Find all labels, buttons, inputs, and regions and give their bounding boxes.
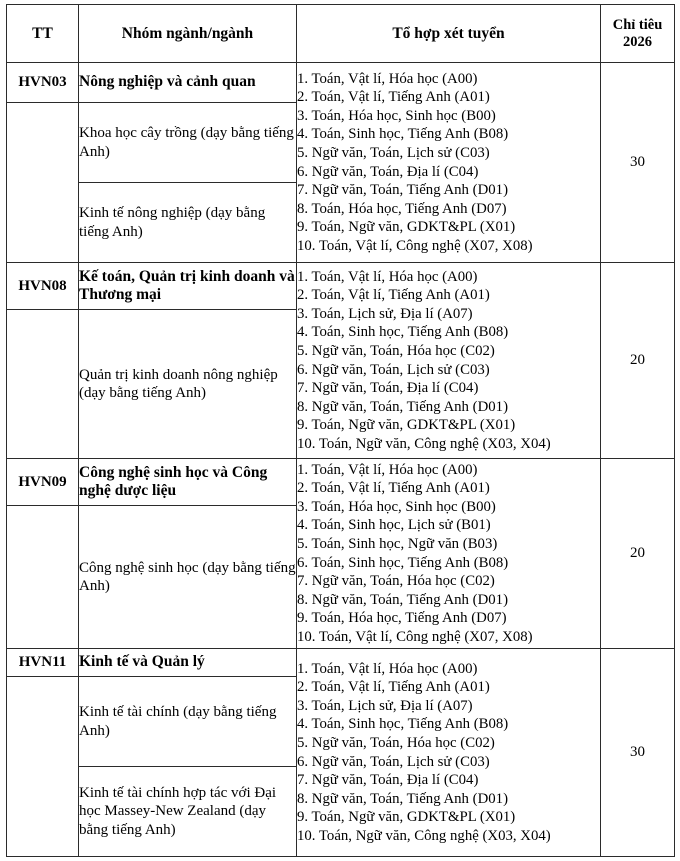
program-group-row: HVN09 Công nghệ sinh học và Công nghệ dượ… [6,458,675,649]
combination-item: 10. Toán, Vật lí, Công nghệ (X07, X08) [297,628,533,645]
program-code-cell: HVN08 [6,262,79,310]
major-name-cell: Công nghệ sinh học (dạy bằng tiếng Anh) [78,505,297,649]
major-name-cell: Khoa học cây trồng (dạy bằng tiếng Anh) [78,102,297,183]
combination-list: 1. Toán, Vật lí, Hóa học (A00) 2. Toán, V… [297,268,600,454]
combination-list-cell: 1. Toán, Vật lí, Hóa học (A00) 2. Toán, V… [296,62,601,263]
major-row: Kinh tế tài chính (dạy bằng tiếng Anh) [6,676,675,857]
combination-item: 4. Toán, Sinh học, Tiếng Anh (B08) [297,126,509,143]
combination-item: 10. Toán, Ngữ văn, Công nghệ (X03, X04) [297,827,551,844]
combination-list: 1. Toán, Vật lí, Hóa học (A00) 2. Toán, V… [297,660,600,846]
combination-item: 3. Toán, Lịch sử, Địa lí (A07) [297,305,473,322]
combination-list: 1. Toán, Vật lí, Hóa học (A00) 2. Toán, V… [297,461,600,647]
combination-item: 3. Toán, Hóa học, Sinh học (B00) [297,107,496,124]
major-name-cell: Quản trị kinh doanh nông nghiệp (dạy bằn… [78,309,297,459]
program-group-name-cell: Kinh tế và Quản lý [78,648,297,677]
program-group-row: HVN11 Kinh tế và Quản lý 1. Toán, Vật lí, … [6,648,675,857]
combination-item: 10. Toán, Vật lí, Công nghệ (X07, X08) [297,237,533,254]
combination-item: 1. Toán, Vật lí, Hóa học (A00) [297,660,478,677]
quota-cell: 30 [600,62,675,263]
combination-item: 5. Ngữ văn, Toán, Hóa học (C02) [297,734,495,751]
combination-list: 1. Toán, Vật lí, Hóa học (A00) 2. Toán, V… [297,70,600,256]
combination-item: 5. Ngữ văn, Toán, Hóa học (C02) [297,342,495,359]
program-group-name-cell: Kế toán, Quản trị kinh doanh và Thương m… [78,262,297,310]
column-header-combination: Tổ hợp xét tuyển [296,4,601,63]
table-body: HVN03 Nông nghiệp và cảnh quan 1. Toán, Vậ… [6,62,675,857]
combination-item: 7. Ngữ văn, Toán, Địa lí (C04) [297,772,479,789]
combination-item: 2. Toán, Vật lí, Tiếng Anh (A01) [297,89,490,106]
major-name-cell: Kinh tế nông nghiệp (dạy bằng tiếng Anh) [78,182,297,263]
combination-item: 4. Toán, Sinh học, Tiếng Anh (B08) [297,716,509,733]
combination-item: 1. Toán, Vật lí, Hóa học (A00) [297,70,478,87]
combination-list-cell: 1. Toán, Vật lí, Hóa học (A00) 2. Toán, V… [296,648,601,857]
combination-item: 6. Ngữ văn, Toán, Địa lí (C04) [297,163,479,180]
combination-item: 7. Ngữ văn, Toán, Hóa học (C02) [297,573,495,590]
column-header-major-group: Nhóm ngành/ngành [78,4,297,63]
combination-item: 2. Toán, Vật lí, Tiếng Anh (A01) [297,679,490,696]
program-code-spacer-cell [6,505,79,649]
combination-item: 10. Toán, Ngữ văn, Công nghệ (X03, X04) [297,435,551,452]
combination-item: 2. Toán, Vật lí, Tiếng Anh (A01) [297,480,490,497]
program-code-spacer-cell [6,676,79,857]
combination-item: 6. Ngữ văn, Toán, Lịch sử (C03) [297,753,490,770]
combination-item: 7. Ngữ văn, Toán, Địa lí (C04) [297,380,479,397]
quota-cell: 20 [600,458,675,649]
combination-item: 9. Toán, Ngữ văn, GDKT&PL (X01) [297,809,516,826]
combination-item: 6. Ngữ văn, Toán, Lịch sử (C03) [297,361,490,378]
program-group-name-cell: Công nghệ sinh học và Công nghệ dược liệ… [78,458,297,506]
program-group-row: HVN08 Kế toán, Quản trị kinh doanh và Thư… [6,262,675,459]
column-header-tt: TT [6,4,79,63]
combination-item: 4. Toán, Sinh học, Lịch sử (B01) [297,517,491,534]
header-row: TT Nhóm ngành/ngành Tổ hợp xét tuyển Chỉ… [6,4,675,63]
combination-item: 9. Toán, Ngữ văn, GDKT&PL (X01) [297,219,516,236]
column-header-quota: Chỉ tiêu 2026 [600,4,675,63]
combination-item: 6. Toán, Sinh học, Tiếng Anh (B08) [297,554,509,571]
table-header: TT Nhóm ngành/ngành Tổ hợp xét tuyển Chỉ… [6,4,675,63]
combination-item: 4. Toán, Sinh học, Tiếng Anh (B08) [297,324,509,341]
combination-item: 9. Toán, Ngữ văn, GDKT&PL (X01) [297,417,516,434]
combination-item: 8. Ngữ văn, Toán, Tiếng Anh (D01) [297,591,508,608]
combination-item: 7. Ngữ văn, Toán, Tiếng Anh (D01) [297,182,508,199]
major-name-cell: Kinh tế tài chính hợp tác với Đại học Ma… [78,766,297,857]
combination-item: 5. Toán, Sinh học, Ngữ văn (B03) [297,535,498,552]
combination-item: 3. Toán, Lịch sử, Địa lí (A07) [297,697,473,714]
program-group-row: HVN03 Nông nghiệp và cảnh quan 1. Toán, Vậ… [6,62,675,263]
admissions-table: TT Nhóm ngành/ngành Tổ hợp xét tuyển Chỉ… [6,4,675,857]
program-code-spacer-cell [6,102,79,263]
combination-item: 8. Ngữ văn, Toán, Tiếng Anh (D01) [297,398,508,415]
combination-item: 2. Toán, Vật lí, Tiếng Anh (A01) [297,287,490,304]
combination-item: 1. Toán, Vật lí, Hóa học (A00) [297,461,478,478]
program-group-name-cell: Nông nghiệp và cảnh quan [78,62,297,103]
major-row: Quản trị kinh doanh nông nghiệp (dạy bằn… [6,309,675,459]
program-code-cell: HVN09 [6,458,79,506]
quota-cell: 20 [600,262,675,459]
combination-list-cell: 1. Toán, Vật lí, Hóa học (A00) 2. Toán, V… [296,458,601,649]
combination-item: 1. Toán, Vật lí, Hóa học (A00) [297,268,478,285]
combination-item: 9. Toán, Hóa học, Tiếng Anh (D07) [297,610,507,627]
combination-list-cell: 1. Toán, Vật lí, Hóa học (A00) 2. Toán, V… [296,262,601,459]
combination-item: 5. Ngữ văn, Toán, Lịch sử (C03) [297,144,490,161]
combination-item: 8. Toán, Hóa học, Tiếng Anh (D07) [297,200,507,217]
combination-item: 3. Toán, Hóa học, Sinh học (B00) [297,498,496,515]
combination-item: 8. Ngữ văn, Toán, Tiếng Anh (D01) [297,790,508,807]
program-code-cell: HVN03 [6,62,79,103]
major-row: Công nghệ sinh học (dạy bằng tiếng Anh) [6,505,675,649]
program-code-cell: HVN11 [6,648,79,677]
major-row: Kinh tế tài chính hợp tác với Đại học Ma… [7,766,675,857]
quota-cell: 30 [600,648,675,857]
program-code-spacer-cell [6,309,79,459]
major-name-cell: Kinh tế tài chính (dạy bằng tiếng Anh) [78,676,297,767]
